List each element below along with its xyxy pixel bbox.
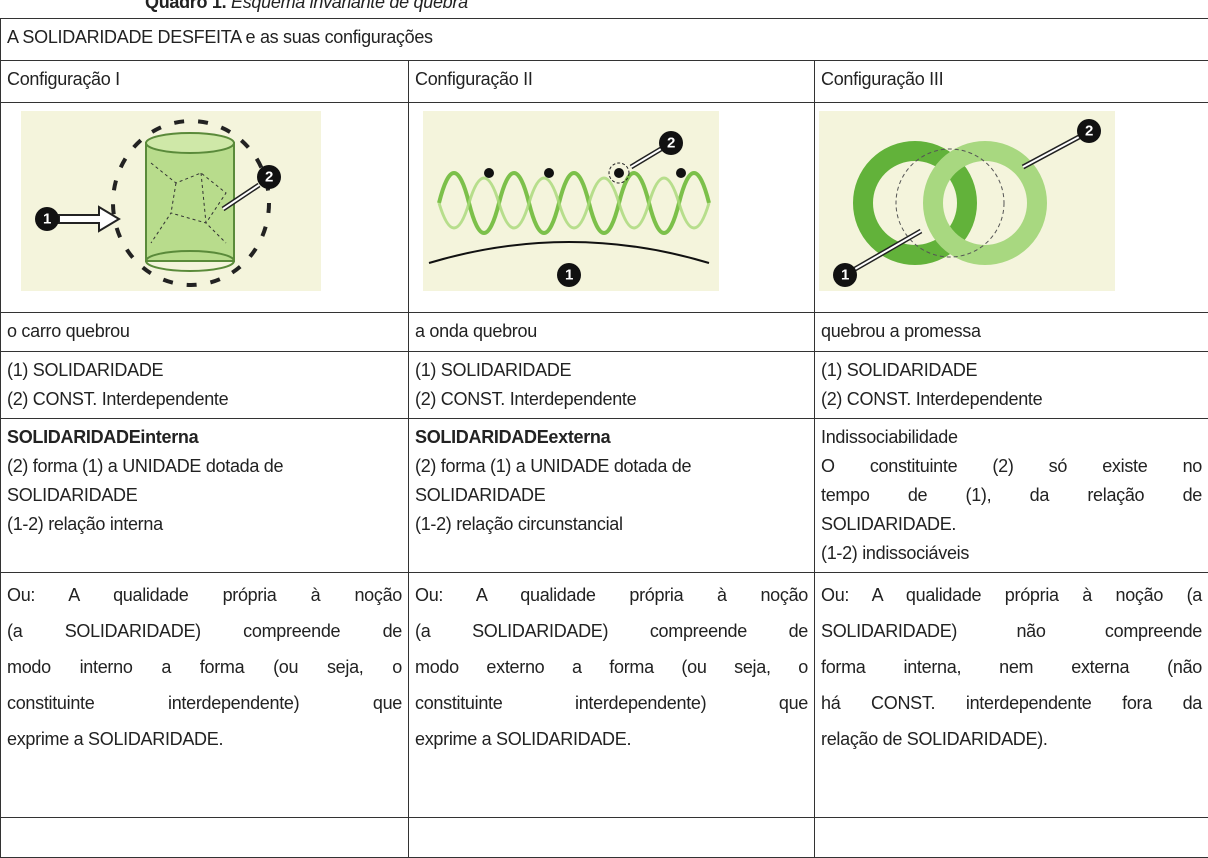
line: Ou: A qualidade própria à noção [7, 577, 402, 613]
caption-text: Esquema invariante de quebra [231, 0, 468, 12]
line: SOLIDARIDADE [415, 481, 808, 510]
empty-cell [1, 818, 409, 858]
caption: Quadro 1. Esquema invariante de quebra [145, 0, 468, 13]
line: exprime a SOLIDARIDADE. [7, 721, 402, 757]
gloss: Ou: A qualidade própria à noção(a SOLIDA… [409, 573, 815, 818]
illustration-cell: 1 2 [409, 103, 815, 313]
table-title: A SOLIDARIDADE DESFEITA e as suas config… [1, 19, 1208, 61]
type-heading: Indissociabilidade [821, 423, 1202, 452]
line: (1) SOLIDARIDADE [7, 356, 402, 385]
marker: 1 [43, 211, 51, 228]
line: Ou: A qualidade própria à noção [415, 577, 808, 613]
elements: (1) SOLIDARIDADE(2) CONST. Interdependen… [815, 352, 1208, 419]
line: (1-2) indissociáveis [821, 539, 1202, 568]
type-heading: SOLIDARIDADEinterna [7, 423, 402, 452]
line: (2) forma (1) a UNIDADE dotada de [7, 452, 402, 481]
gloss: Ou: A qualidade própria à noção(a SOLIDA… [1, 573, 409, 818]
line: tempo de (1), da relação de [821, 481, 1202, 510]
line: (1) SOLIDARIDADE [415, 356, 808, 385]
line: forma interna, nem externa (não [821, 649, 1202, 685]
line: (2) CONST. Interdependente [821, 385, 1202, 414]
line: (2) CONST. Interdependente [415, 385, 808, 414]
marker: 2 [1085, 123, 1093, 140]
marker: 1 [565, 267, 573, 284]
illustration: 1 2 [1, 103, 409, 303]
line: modo externo a forma (ou seja, o [415, 649, 808, 685]
example: quebrou a promessa [815, 313, 1208, 352]
line: (2) forma (1) a UNIDADE dotada de [415, 452, 808, 481]
line: modo interno a forma (ou seja, o [7, 649, 402, 685]
empty-cell [815, 818, 1208, 858]
column-header: Configuração I [1, 61, 409, 103]
illustration: 1 2 [815, 103, 1208, 303]
type-cell: SOLIDARIDADEexterna(2) forma (1) a UNIDA… [409, 419, 815, 573]
line: (a SOLIDARIDADE) compreende de [415, 613, 808, 649]
line: constituinte interdependente) que [7, 685, 402, 721]
line: SOLIDARIDADE [7, 481, 402, 510]
line: (1-2) relação circunstancial [415, 510, 808, 539]
illustration: 1 2 [409, 103, 815, 303]
line: há CONST. interdependente fora da [821, 685, 1202, 721]
line: (1) SOLIDARIDADE [821, 356, 1202, 385]
page: Quadro 1. Esquema invariante de quebra A… [0, 0, 1208, 811]
marker: 2 [667, 135, 675, 152]
line: SOLIDARIDADE) não compreende [821, 613, 1202, 649]
type-heading: SOLIDARIDADEexterna [415, 423, 808, 452]
marker: 2 [265, 169, 273, 186]
line: exprime a SOLIDARIDADE. [415, 721, 808, 757]
column-header: Configuração III [815, 61, 1208, 103]
table: A SOLIDARIDADE DESFEITA e as suas config… [0, 18, 1208, 858]
illustration-cell: 1 2 [1, 103, 409, 313]
marker: 1 [841, 267, 849, 284]
example: a onda quebrou [409, 313, 815, 352]
empty-cell [409, 818, 815, 858]
line: (a SOLIDARIDADE) compreende de [7, 613, 402, 649]
example: o carro quebrou [1, 313, 409, 352]
line: (2) CONST. Interdependente [7, 385, 402, 414]
line: relação de SOLIDARIDADE). [821, 721, 1202, 757]
type-cell: SOLIDARIDADEinterna(2) forma (1) a UNIDA… [1, 419, 409, 573]
line: O constituinte (2) só existe no [821, 452, 1202, 481]
line: Ou: A qualidade própria à noção (a [821, 577, 1202, 613]
line: (1-2) relação interna [7, 510, 402, 539]
column-header: Configuração II [409, 61, 815, 103]
caption-label: Quadro 1. [145, 0, 226, 12]
line: constituinte interdependente) que [415, 685, 808, 721]
elements: (1) SOLIDARIDADE(2) CONST. Interdependen… [409, 352, 815, 419]
line: SOLIDARIDADE. [821, 510, 1202, 539]
illustration-cell: 1 2 [815, 103, 1208, 313]
elements: (1) SOLIDARIDADE(2) CONST. Interdependen… [1, 352, 409, 419]
